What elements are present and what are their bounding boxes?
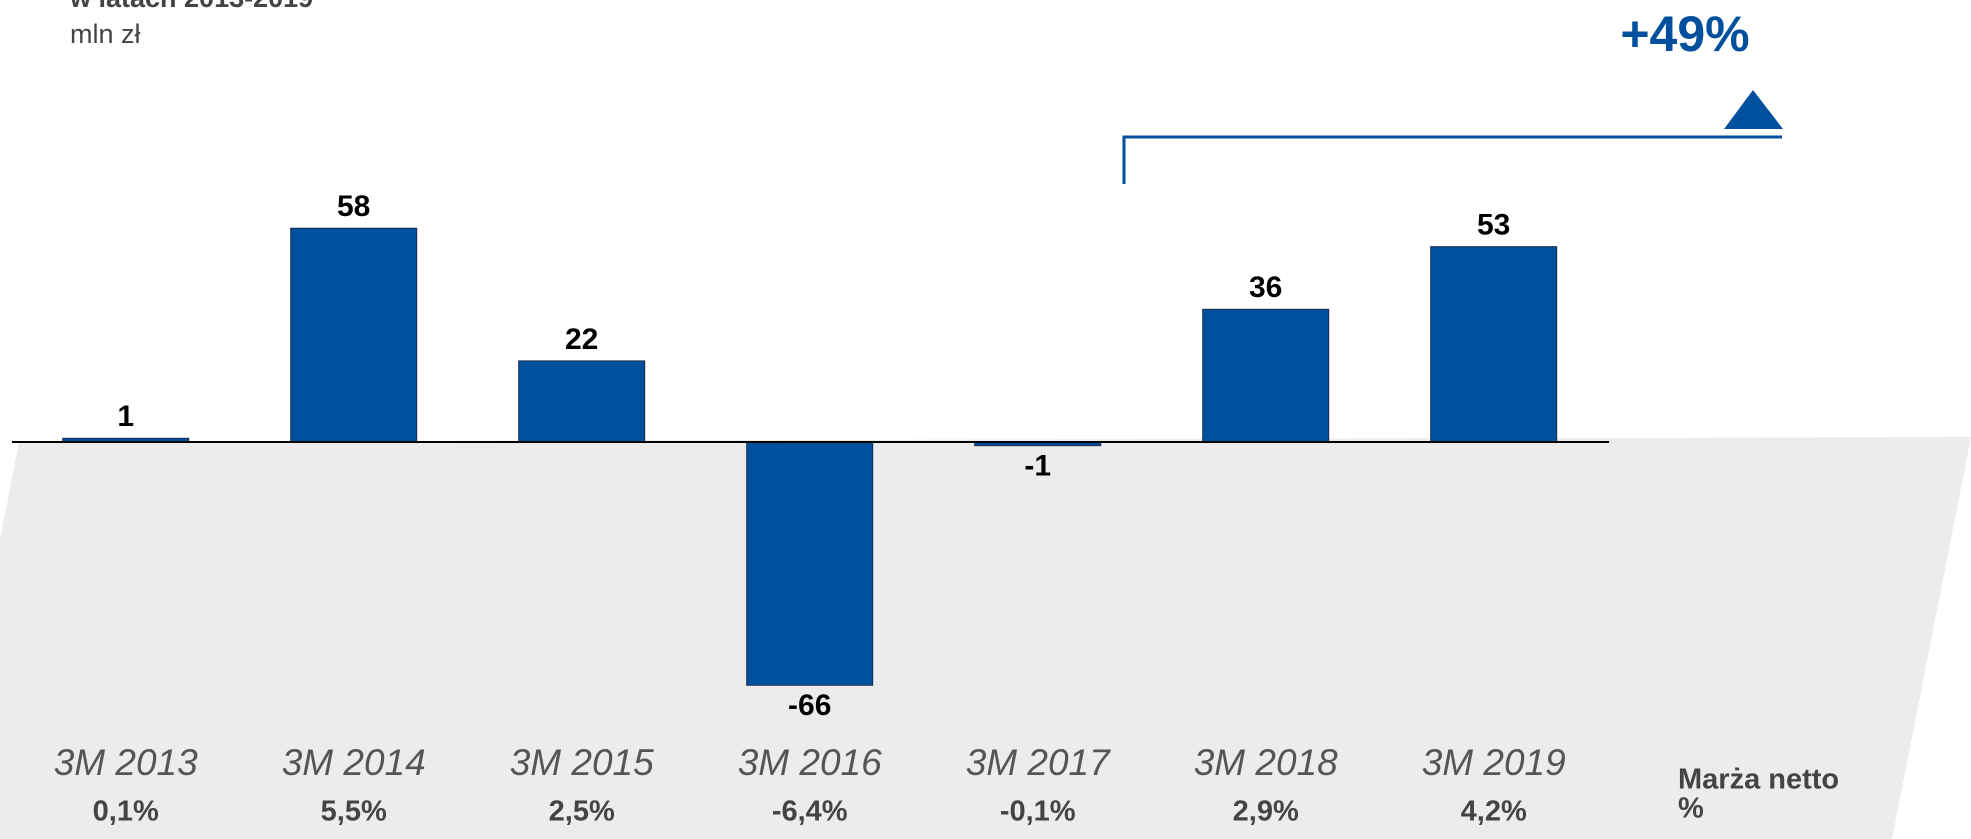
x-tick-label: 3M 2016 <box>738 742 882 783</box>
margin-label: 5,5% <box>321 796 387 828</box>
bar <box>1202 308 1330 443</box>
bar <box>746 441 874 686</box>
margin-label: 0,1% <box>93 796 159 828</box>
background-band <box>0 437 1971 839</box>
value-label: 58 <box>337 190 370 223</box>
margin-title: Marża netto <box>1678 764 1839 796</box>
value-label: 53 <box>1477 209 1510 242</box>
x-tick-label: 3M 2017 <box>966 742 1111 783</box>
value-label: 22 <box>565 323 598 356</box>
up-arrow <box>1724 90 1783 129</box>
margin-label: 4,2% <box>1461 796 1527 828</box>
bar <box>518 360 646 443</box>
margin-label: -6,4% <box>772 796 848 828</box>
margin-title: % <box>1678 793 1704 825</box>
x-tick-label: 3M 2014 <box>282 742 426 783</box>
value-label: 36 <box>1249 271 1282 304</box>
value-label: -1 <box>1024 450 1051 483</box>
x-tick-label: 3M 2018 <box>1194 742 1338 783</box>
value-label: 1 <box>117 400 134 433</box>
growth-annotation: +49% <box>1620 6 1749 62</box>
bar <box>290 227 418 443</box>
margin-label: -0,1% <box>1000 796 1076 828</box>
bracket <box>1122 135 1782 184</box>
x-tick-label: 3M 2015 <box>510 742 654 783</box>
chart-subtitle: mln zł <box>70 19 141 49</box>
chart-title: w latach 2013-2019 <box>69 0 313 13</box>
bar <box>1430 246 1558 443</box>
margin-label: 2,5% <box>549 796 615 828</box>
x-tick-label: 3M 2019 <box>1422 742 1566 783</box>
x-tick-label: 3M 2013 <box>54 742 198 783</box>
value-label: -66 <box>788 689 831 722</box>
margin-label: 2,9% <box>1233 796 1299 828</box>
